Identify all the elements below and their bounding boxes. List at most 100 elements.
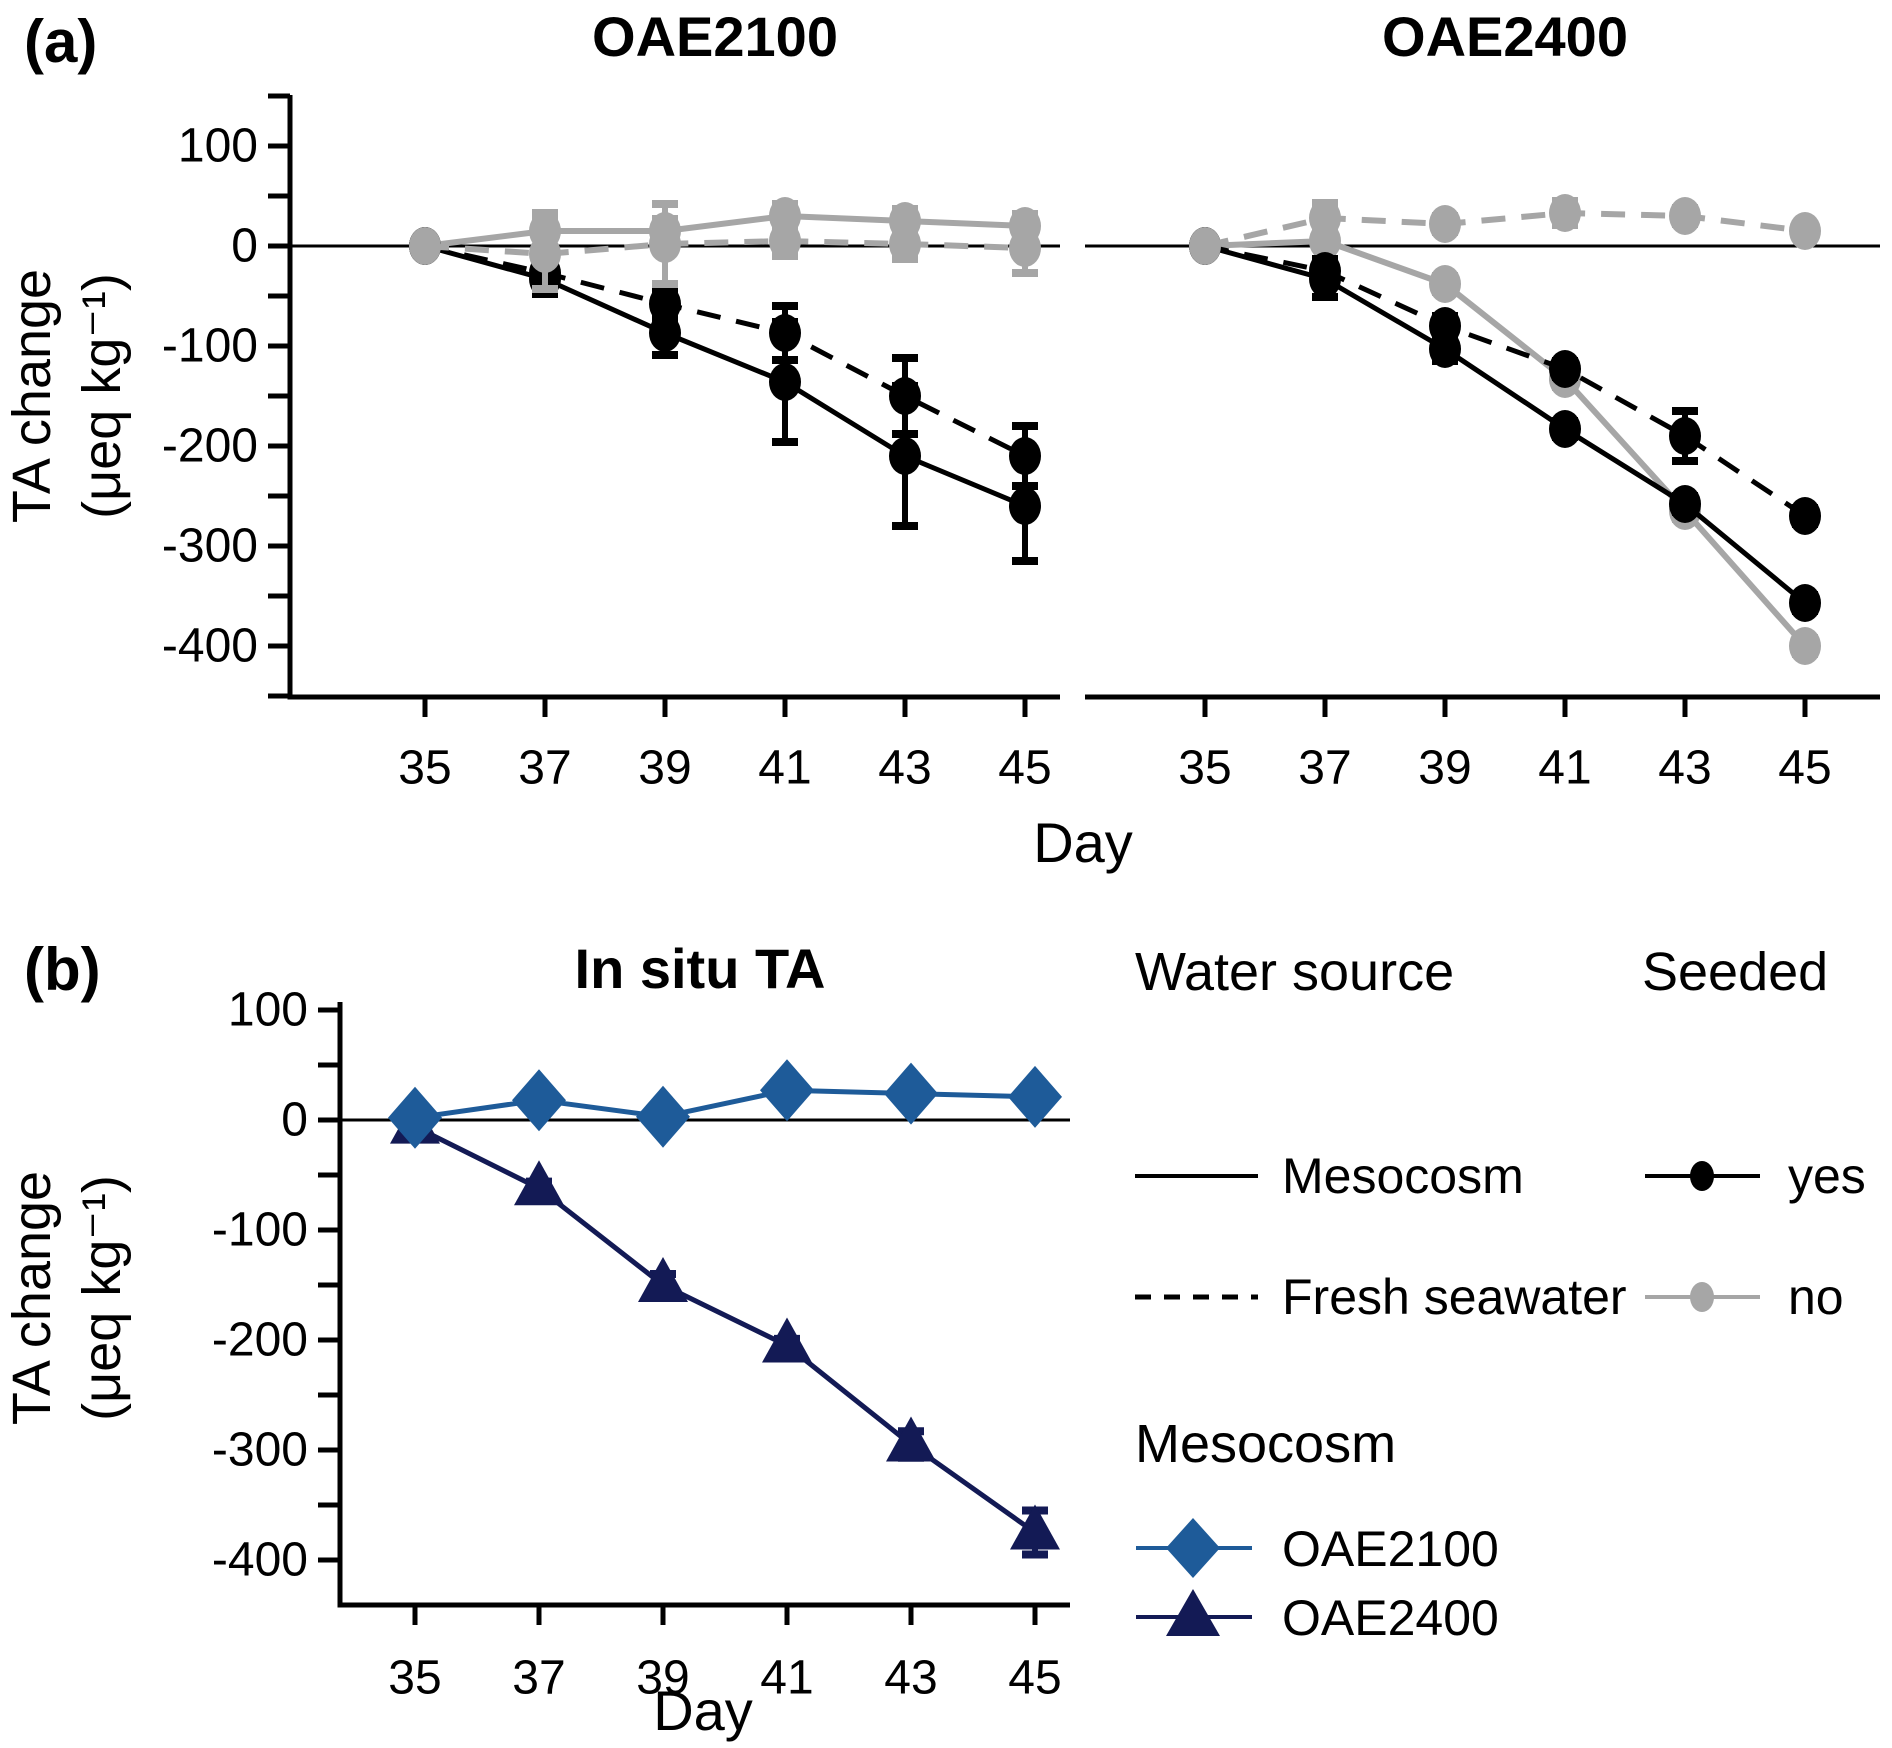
series-line bbox=[413, 1124, 1037, 1535]
x-tick-label: 43 bbox=[1658, 742, 1711, 795]
legend-item-yes-label: yes bbox=[1788, 1148, 1866, 1204]
x-tick-label: 39 bbox=[636, 1652, 689, 1705]
panel-a-left-chart: 100 0 -100 -200 -300 -400 35 37 39 41 43 45 bbox=[162, 93, 1060, 795]
series-seeded-fresh-seawater bbox=[1189, 227, 1821, 535]
legend-item-mesocosm-label: Mesocosm bbox=[1282, 1148, 1524, 1204]
panel-b-xlabel: Day bbox=[653, 1679, 753, 1742]
y-tick-label: -300 bbox=[212, 1424, 308, 1477]
series-line bbox=[424, 243, 1026, 509]
legend-water-source: Water source Mesocosm Fresh seawater bbox=[1135, 942, 1627, 1325]
series-line bbox=[424, 243, 1027, 459]
legend-mesocosm-title: Mesocosm bbox=[1135, 1414, 1396, 1474]
x-tick-label: 39 bbox=[638, 742, 691, 795]
legend-seeded-title: Seeded bbox=[1642, 942, 1828, 1002]
legend-mesocosm: Mesocosm OAE2100 OAE2400 bbox=[1135, 1414, 1499, 1646]
series-OAE2100 bbox=[388, 1059, 1062, 1149]
triangle-marker bbox=[762, 1317, 812, 1363]
y-tick-label: 0 bbox=[281, 1094, 308, 1147]
x-tick-label: 41 bbox=[760, 1652, 813, 1705]
y-tick-label: -400 bbox=[162, 620, 258, 673]
diamond-marker bbox=[884, 1062, 938, 1125]
circle-marker bbox=[649, 314, 681, 352]
circle-marker bbox=[1309, 260, 1341, 298]
x-tick-label: 43 bbox=[884, 1652, 937, 1705]
panel-b-chart: 100 0 -100 -200 -300 -400 35 37 39 41 43 45 bbox=[212, 984, 1070, 1705]
circle-marker bbox=[769, 222, 801, 260]
panel-b-ylabel-line2: (μeq kg⁻¹) bbox=[72, 1175, 132, 1421]
x-tick-label: 45 bbox=[1008, 1652, 1061, 1705]
circle-marker bbox=[1669, 417, 1701, 455]
circle-marker bbox=[769, 363, 801, 401]
y-tick-label: -100 bbox=[162, 320, 258, 373]
series-seeded-mesocosm bbox=[1189, 227, 1821, 622]
series-line bbox=[1204, 210, 1806, 249]
circle-marker bbox=[1549, 194, 1581, 232]
panel-b-label: (b) bbox=[24, 936, 101, 1003]
panel-a-right-title: OAE2400 bbox=[1382, 5, 1628, 68]
series-unseeded-mesocosm bbox=[409, 197, 1041, 265]
diamond-marker bbox=[512, 1069, 566, 1132]
x-tick-label: 37 bbox=[512, 1652, 565, 1705]
series-seeded-mesocosm bbox=[409, 227, 1041, 565]
circle-marker bbox=[1189, 227, 1221, 265]
legend-item-oae2400-label: OAE2400 bbox=[1282, 1590, 1499, 1646]
x-tick-label: 43 bbox=[878, 742, 931, 795]
x-tick-label: 45 bbox=[1778, 742, 1831, 795]
x-tick-label: 41 bbox=[758, 742, 811, 795]
circle-marker bbox=[649, 225, 681, 263]
panel-a-right-chart: 35 37 39 41 43 45 bbox=[1085, 194, 1880, 795]
y-tick-label: -300 bbox=[162, 520, 258, 573]
panel-a-xlabel: Day bbox=[1033, 811, 1133, 874]
circle-marker bbox=[1789, 212, 1821, 250]
x-tick-label: 41 bbox=[1538, 742, 1591, 795]
circle-marker bbox=[1429, 265, 1461, 303]
oae2100-diamond-icon bbox=[1166, 1518, 1220, 1578]
circle-marker bbox=[1789, 584, 1821, 622]
series-line bbox=[1204, 243, 1807, 519]
y-tick-label: -400 bbox=[212, 1534, 308, 1587]
panel-a-label: (a) bbox=[24, 8, 97, 75]
y-tick-label: -200 bbox=[212, 1314, 308, 1367]
legend-seeded: Seeded yes no bbox=[1642, 942, 1866, 1325]
series-line bbox=[414, 1087, 1036, 1121]
x-tick-label: 35 bbox=[1178, 742, 1231, 795]
x-tick-label: 35 bbox=[398, 742, 451, 795]
legend-item-no-label: no bbox=[1788, 1269, 1844, 1325]
circle-marker bbox=[1009, 229, 1041, 267]
circle-marker bbox=[529, 235, 561, 273]
series-unseeded-fresh-seawater bbox=[409, 200, 1041, 293]
circle-marker bbox=[1429, 330, 1461, 368]
series-line bbox=[424, 238, 1026, 257]
y-tick-label: -200 bbox=[162, 420, 258, 473]
seeded-yes-dot-icon bbox=[1690, 1161, 1714, 1191]
circle-marker bbox=[1669, 197, 1701, 235]
circle-marker bbox=[1789, 627, 1821, 665]
circle-marker bbox=[1009, 487, 1041, 525]
oae2400-triangle-icon bbox=[1166, 1589, 1220, 1636]
circle-marker bbox=[1669, 485, 1701, 523]
triangle-marker bbox=[638, 1257, 688, 1302]
diamond-marker bbox=[388, 1086, 442, 1149]
x-tick-label: 37 bbox=[1298, 742, 1351, 795]
x-tick-label: 45 bbox=[998, 742, 1051, 795]
series-unseeded-fresh-seawater bbox=[1189, 194, 1821, 265]
legend-item-oae2100-label: OAE2100 bbox=[1282, 1521, 1499, 1577]
series-unseeded-mesocosm bbox=[1189, 222, 1821, 665]
triangle-marker bbox=[886, 1416, 936, 1462]
legend-water-source-title: Water source bbox=[1135, 942, 1454, 1002]
series-line bbox=[424, 213, 1026, 249]
series-line bbox=[1204, 243, 1807, 605]
panel-a-left-title: OAE2100 bbox=[592, 5, 838, 68]
circle-marker bbox=[1429, 205, 1461, 243]
legend-item-fresh-seawater-label: Fresh seawater bbox=[1282, 1269, 1627, 1325]
triangle-marker bbox=[514, 1160, 564, 1206]
series-line bbox=[1204, 238, 1808, 648]
panel-b-ylabel-line1: TA change bbox=[2, 1171, 62, 1425]
x-tick-label: 35 bbox=[388, 1652, 441, 1705]
y-tick-label: 100 bbox=[228, 984, 308, 1037]
circle-marker bbox=[889, 437, 921, 475]
circle-marker bbox=[1549, 410, 1581, 448]
x-tick-label: 39 bbox=[1418, 742, 1471, 795]
